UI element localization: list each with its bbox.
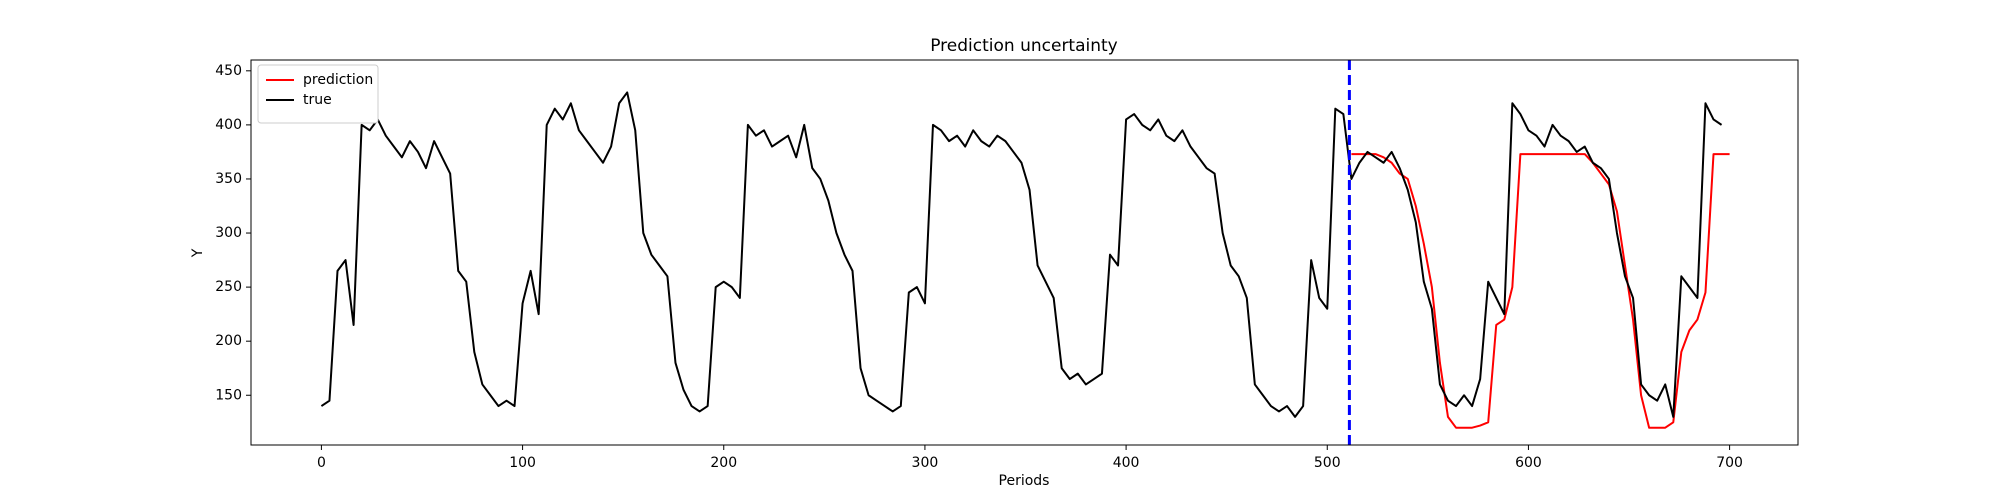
y-axis-label: Y bbox=[190, 248, 206, 258]
legend-label: true bbox=[303, 92, 332, 108]
legend-label: prediction bbox=[303, 72, 373, 88]
y-tick-label: 150 bbox=[215, 387, 242, 403]
y-tick-label: 350 bbox=[215, 171, 242, 187]
line-series bbox=[1351, 153, 1730, 429]
y-tick-label: 250 bbox=[215, 279, 242, 295]
y-tick-label: 400 bbox=[215, 117, 242, 133]
x-tick-label: 100 bbox=[509, 455, 536, 471]
x-tick-label: 700 bbox=[1716, 455, 1743, 471]
chart-title: Prediction uncertainty bbox=[930, 36, 1118, 56]
x-tick-label: 300 bbox=[912, 455, 939, 471]
x-tick-label: 0 bbox=[317, 455, 326, 471]
y-tick-label: 450 bbox=[215, 63, 242, 79]
line-series bbox=[320, 91, 1723, 418]
y-tick-label: 200 bbox=[215, 333, 242, 349]
x-axis-label: Periods bbox=[999, 473, 1050, 489]
y-tick-label: 300 bbox=[215, 225, 242, 241]
x-tick-label: 500 bbox=[1314, 455, 1341, 471]
plot-frame bbox=[250, 59, 1799, 446]
x-tick-label: 600 bbox=[1515, 455, 1542, 471]
x-tick-label: 200 bbox=[710, 455, 737, 471]
x-tick-label: 400 bbox=[1113, 455, 1140, 471]
